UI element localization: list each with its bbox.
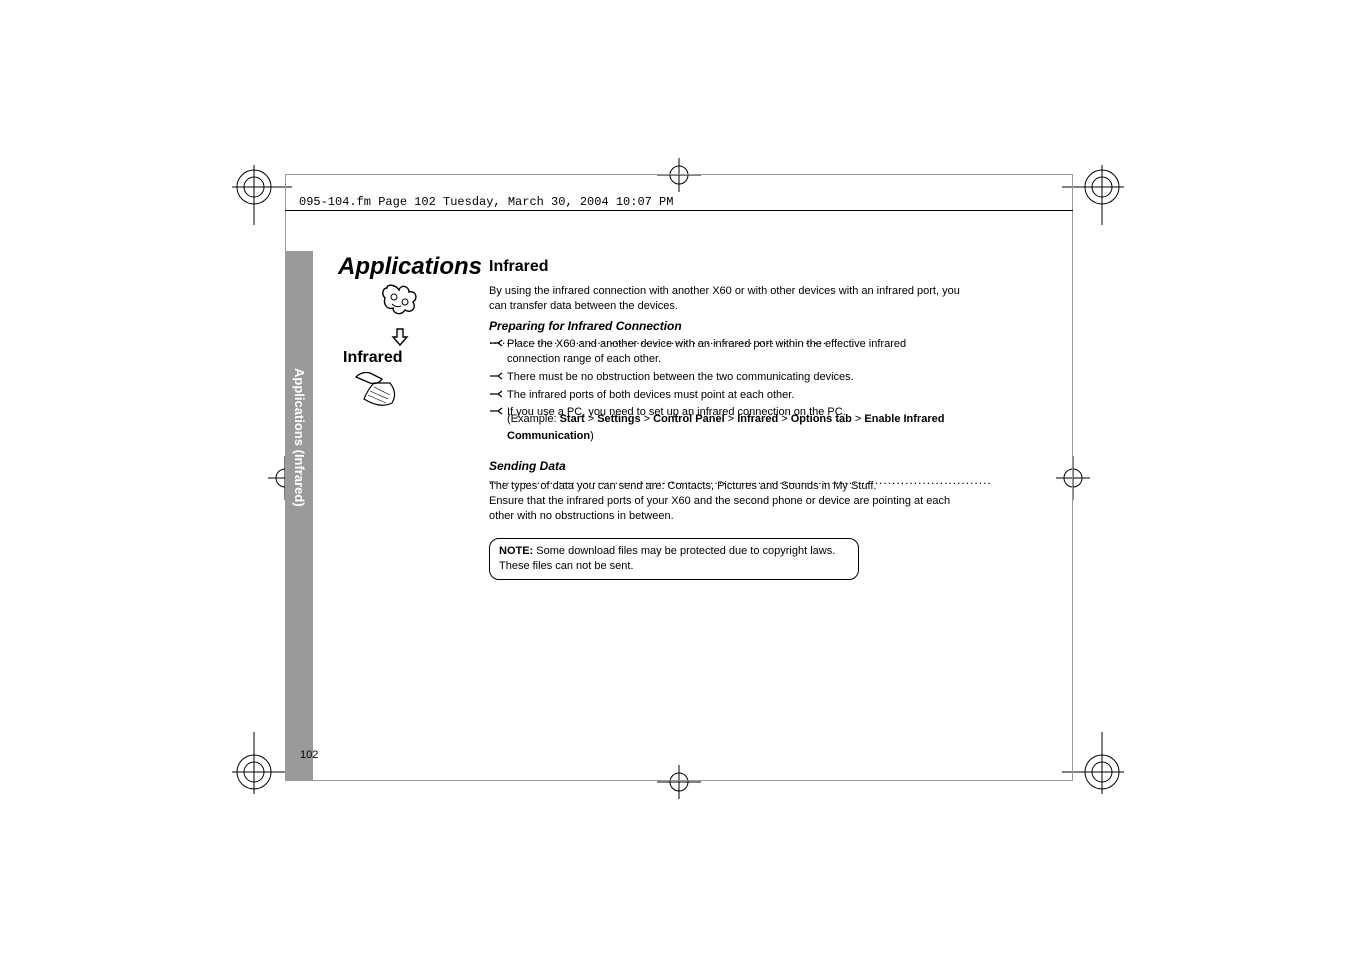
bullet-text: There must be no obstruction between the…: [507, 370, 961, 385]
sending-line-2: Ensure that the infrared ports of your X…: [489, 494, 961, 524]
chapter-title: Applications: [338, 253, 482, 281]
subheading-preparing-text: Preparing for Infrared Connection: [489, 319, 682, 333]
down-arrow-icon: [390, 327, 410, 347]
intro-paragraph: By using the infrared connection with an…: [489, 284, 961, 314]
list-item: The infrared ports of both devices must …: [489, 388, 961, 403]
side-tab-label: Applications (Infrared): [289, 368, 307, 507]
sending-line-1: The types of data you can send are: Cont…: [489, 479, 961, 494]
subheading-sending-text: Sending Data: [489, 459, 566, 473]
list-item: There must be no obstruction between the…: [489, 370, 961, 385]
note-text: Some download files may be protected due…: [499, 545, 835, 572]
applications-icon: [379, 282, 421, 322]
bullet-icon: [489, 339, 503, 348]
bullet-icon: [489, 390, 503, 399]
example-step: Settings: [597, 413, 640, 425]
example-step: Options tab: [791, 413, 852, 425]
sidebar-icons: [355, 282, 445, 352]
note-box: NOTE: Some download files may be protect…: [489, 538, 859, 580]
sidebar-subtitle: Infrared: [343, 349, 403, 367]
bullet-icon: [489, 407, 503, 416]
example-step: Control Panel: [653, 413, 725, 425]
registration-mark-icon: [232, 732, 292, 794]
example-prefix: (Example:: [507, 413, 560, 425]
page-number: 102: [300, 749, 318, 761]
example-step: Infrared: [737, 413, 778, 425]
list-item: Place the X60 and another device with an…: [489, 337, 961, 367]
bullet-text: Place the X60 and another device with an…: [507, 337, 961, 367]
bullet-icon: [489, 372, 503, 381]
side-tab: [285, 251, 313, 781]
section-title: Infrared: [489, 258, 549, 276]
sending-body: The types of data you can send are: Cont…: [489, 479, 961, 524]
example-block: (Example: Start > Settings > Control Pan…: [507, 411, 961, 444]
document-header-line: 095-104.fm Page 102 Tuesday, March 30, 2…: [299, 195, 1033, 209]
header-rule: [285, 210, 1073, 211]
registration-mark-icon: [232, 165, 292, 225]
bullet-text: The infrared ports of both devices must …: [507, 388, 961, 403]
note-label: NOTE:: [499, 545, 533, 557]
phone-infrared-icon: [354, 369, 404, 413]
example-step: Start: [560, 413, 585, 425]
example-suffix: ): [590, 430, 594, 442]
